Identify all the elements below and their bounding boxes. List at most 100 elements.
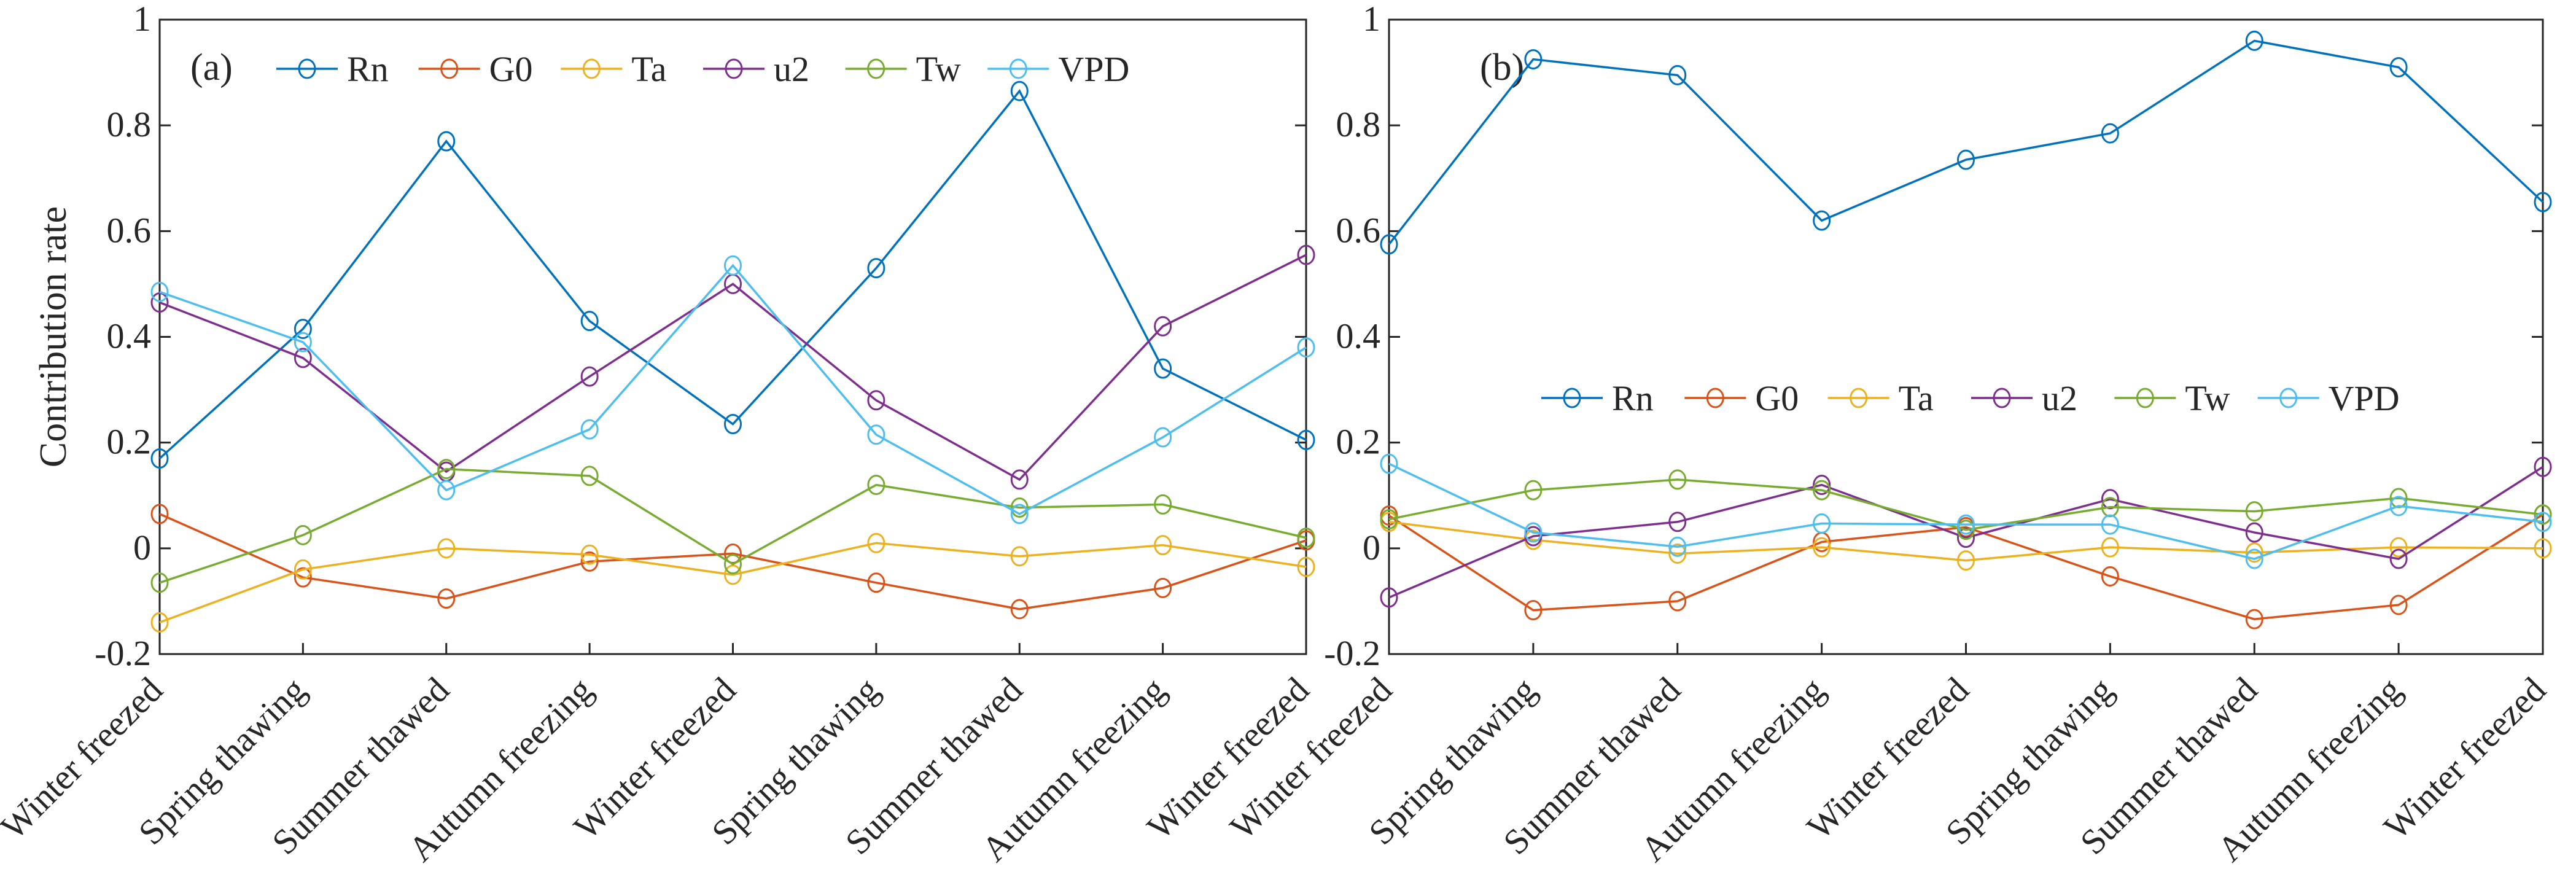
data-point [2389,537,2408,558]
series-line [159,263,1307,515]
legend-item-ta: Ta [1827,378,1934,418]
data-point [1668,543,1687,564]
data-point [1957,520,1975,540]
legend-item-g0: G0 [418,49,533,89]
data-point [1668,469,1687,490]
series-vpd [150,255,1315,524]
y-tick-label: 0 [133,528,151,567]
data-point [580,466,599,486]
series-line [159,254,1307,481]
data-point [1010,497,1029,518]
data-point [1010,80,1029,101]
data-point [2389,548,2408,569]
data-point [867,424,885,445]
legend-item-vpd: VPD [987,49,1129,89]
data-point [1154,535,1172,556]
series-u2 [1380,456,2552,608]
legend-label: Tw [916,49,961,89]
series-rn [150,80,1315,469]
data-point [580,419,599,440]
data-point [2534,456,2552,477]
legend-marker [1706,388,1724,408]
data-point [724,554,742,575]
data-point [1813,480,1831,501]
y-tick-label: 0.6 [1336,210,1381,250]
legend-marker [1009,58,1027,79]
data-point [2101,566,2119,587]
series-line [1388,466,2543,599]
legend-marker [1850,388,1868,408]
y-tick-label: 0 [1363,528,1380,567]
data-point [1524,480,1543,501]
data-point [294,332,312,353]
series-tw [1380,469,2552,540]
y-tick-label: 1 [1363,0,1380,39]
data-point [1380,587,1398,608]
data-point [294,559,312,580]
y-tick-label: 0.6 [107,210,152,250]
data-point [867,390,885,411]
data-point [1957,528,1975,548]
legend-marker [867,58,885,79]
y-tick-label: 0.2 [107,422,152,462]
y-tick-label: -0.2 [1324,633,1380,673]
data-point [150,504,169,524]
data-point [1010,469,1029,490]
data-point [1010,599,1029,620]
data-point [2245,501,2263,522]
data-point [437,588,456,609]
data-point [1010,546,1029,567]
legend-label: u2 [774,49,809,89]
series-line [1388,478,2543,531]
legend-marker [1993,388,2011,408]
legend-label: VPD [2329,378,2400,418]
legend-label: G0 [1755,378,1799,418]
legend-item-rn: Rn [1541,378,1654,418]
data-point [150,281,169,302]
data-point [1154,577,1172,598]
data-point [1668,64,1687,85]
legend-marker [725,58,743,79]
y-tick-label: 0.8 [1336,104,1381,144]
data-point [867,475,885,496]
data-point [1813,537,1831,558]
data-point [724,543,742,564]
data-point [2389,488,2408,509]
data-point [1957,149,1975,170]
data-point [1524,49,1543,70]
data-point [1154,358,1172,379]
data-point [867,258,885,279]
data-point [867,572,885,593]
series-vpd [1380,453,2552,569]
legend-item-rn: Rn [276,49,389,89]
data-point [294,319,312,340]
data-point [1380,453,1398,474]
data-point [1380,509,1398,529]
y-tick-label: 0.2 [1336,422,1381,462]
data-point [2245,548,2263,569]
data-point [1813,513,1831,534]
legend-label: G0 [489,49,533,89]
data-point [1380,234,1398,255]
legend-item-tw: Tw [845,49,961,89]
data-point [1010,504,1029,524]
legend-label: Tw [2185,378,2230,418]
data-point [1957,550,1975,571]
panel-label: (b) [1480,47,1524,88]
axes-box [1388,18,2544,655]
data-point [1154,316,1172,337]
y-tick-label: 0.4 [1336,316,1381,356]
legend-item-g0: G0 [1684,378,1799,418]
data-point [150,292,169,313]
data-point [2389,496,2408,516]
legend-label: Rn [347,49,389,89]
data-point [437,131,456,152]
y-tick-label: 0.4 [107,316,152,356]
data-point [2245,542,2263,563]
data-point [1813,475,1831,496]
series-line [1388,39,2544,245]
data-point [2534,538,2552,559]
